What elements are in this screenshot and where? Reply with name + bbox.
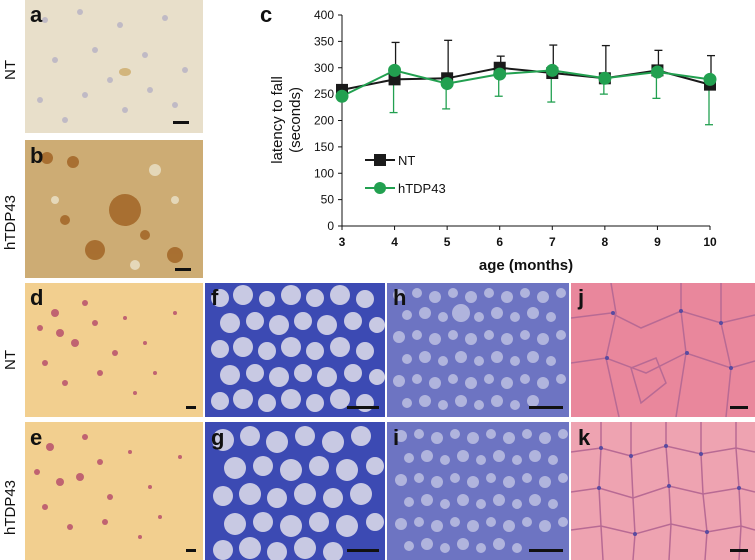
x-tick-label: 3 [339, 235, 346, 249]
micrograph-j-texture [571, 283, 755, 417]
micrograph-d-nt-spinal [25, 283, 203, 417]
scale-bar-f [347, 406, 379, 409]
x-tick-label: 6 [496, 235, 503, 249]
scale-bar-k [730, 549, 748, 552]
micrograph-a-texture [25, 0, 203, 133]
micrograph-j-nt-muscle [571, 283, 755, 417]
panel-label-h: h [393, 285, 407, 310]
x-tick-label: 4 [391, 235, 398, 249]
panel-label-c: c [260, 2, 273, 27]
micrograph-g-htdp43-axons [205, 422, 385, 560]
series-line-nt [341, 66, 711, 91]
x-tick-label: 5 [444, 235, 451, 249]
panel-label-f: f [211, 285, 219, 310]
scale-bar-a [173, 121, 189, 124]
series-line-htdp43 [341, 69, 711, 98]
x-tick-label: 9 [654, 235, 661, 249]
data-point-htdp43 [440, 77, 454, 91]
micrograph-f-texture [205, 283, 385, 417]
latency-chart: 0 50 100 150 200 250 300 350 400 3 4 5 6 7 8 9 10 laten… [269, 8, 717, 274]
x-tick-label: 8 [602, 235, 609, 249]
data-point-htdp43 [388, 63, 402, 77]
micrograph-g-texture [205, 422, 385, 560]
panel-label-d: d [30, 285, 44, 310]
row-label-nt-top: NT [2, 60, 19, 80]
data-point-nt [388, 73, 401, 86]
scale-bar-i [529, 549, 563, 552]
panel-label-i: i [393, 425, 400, 450]
micrograph-f-nt-axons [205, 283, 385, 417]
y-tick-label: 250 [314, 87, 334, 101]
x-tick-label: 10 [703, 235, 717, 249]
data-point-htdp43 [493, 67, 507, 81]
panel-label-j: j [578, 285, 585, 310]
legend-label-htdp43: hTDP43 [398, 181, 446, 196]
micrograph-b-texture [25, 140, 203, 278]
panel-label-g: g [211, 425, 225, 450]
data-point-htdp43 [598, 71, 612, 85]
legend-item-htdp43: hTDP43 [365, 181, 446, 196]
y-tick-label: 200 [314, 114, 334, 128]
micrograph-h-nt-nerve [387, 283, 569, 417]
legend: NT hTDP43 [365, 153, 446, 196]
y-tick-label: 150 [314, 140, 334, 154]
y-tick-label: 300 [314, 61, 334, 75]
data-point-htdp43 [703, 72, 717, 86]
panel-label-e: e [30, 425, 43, 450]
panel-label-a: a [30, 2, 43, 27]
micrograph-e-htdp43-spinal [25, 422, 203, 560]
micrograph-e-texture [25, 422, 203, 560]
micrograph-k-texture [571, 422, 755, 560]
y-tick-label: 100 [314, 166, 334, 180]
data-point-htdp43 [545, 63, 559, 77]
x-tick-label: 7 [549, 235, 556, 249]
y-tick-label: 0 [327, 219, 334, 233]
scale-bar-g [347, 549, 379, 552]
y-axis-label-line2: (seconds) [287, 87, 304, 153]
y-tick-label: 350 [314, 34, 334, 48]
micrograph-d-texture [25, 283, 203, 417]
row-label-htdp43-top: hTDP43 [2, 194, 19, 250]
scale-bar-d [186, 406, 196, 409]
x-axis-label: age (months) [479, 257, 573, 274]
micrograph-k-htdp43-muscle [571, 422, 755, 560]
scale-bar-h [529, 406, 563, 409]
panel-label-b: b [30, 143, 44, 168]
panel-label-k: k [578, 425, 591, 450]
micrograph-i-htdp43-nerve [387, 422, 569, 560]
scale-bar-e [186, 549, 196, 552]
legend-label-nt: NT [398, 153, 415, 168]
micrograph-i-texture [387, 422, 569, 560]
y-tick-label: 400 [314, 8, 334, 22]
scale-bar-b [175, 268, 191, 271]
micrograph-h-texture [387, 283, 569, 417]
y-tick-label: 50 [321, 193, 335, 207]
row-label-htdp43-bottom: hTDP43 [2, 479, 19, 535]
row-label-nt-bottom: NT [2, 350, 19, 370]
micrograph-a-nt-ihc [25, 0, 203, 133]
data-point-htdp43 [335, 89, 349, 103]
data-point-htdp43 [650, 65, 664, 79]
micrograph-b-htdp43-ihc [25, 140, 203, 278]
scale-bar-j [730, 406, 748, 409]
y-axis-label-line1: latency to fall [269, 76, 286, 164]
legend-item-nt: NT [365, 153, 415, 168]
